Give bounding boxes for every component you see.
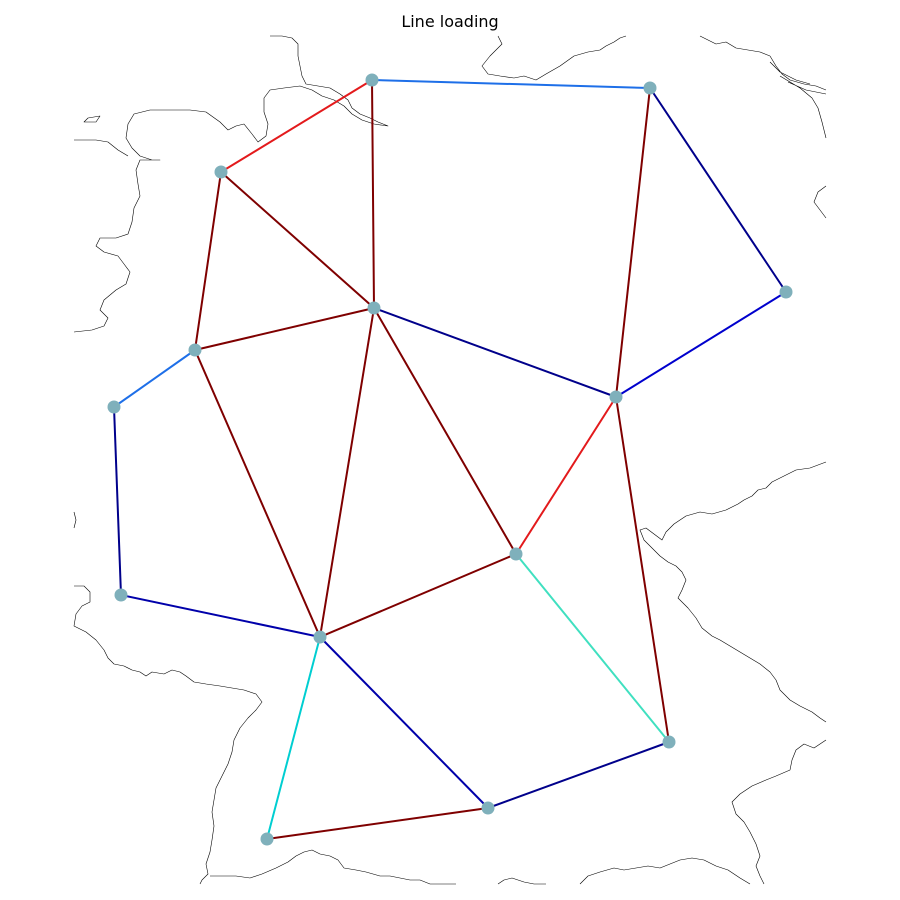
line-b2-b6 [649,87,787,293]
line-b6-b7 [615,291,787,398]
bus-b2 [643,81,657,95]
line-b7-b12 [615,396,670,743]
line-b11-b13 [319,636,489,809]
border-czech [639,461,827,723]
coastline-sweden [699,35,771,57]
line-b4-b7 [373,307,617,398]
border-south-east [497,857,751,885]
transmission-lines [113,79,787,840]
coastline-east-spit [813,185,827,219]
coastline-denmark-west [73,35,389,333]
bus-b12 [662,735,676,749]
line-b8-b9 [113,406,122,596]
coastline-netherlands [74,139,129,157]
border-belgium [73,511,77,529]
line-b10-b12 [515,553,670,743]
coastlines [73,35,827,885]
line-b3-b5 [194,171,222,351]
bus-b1 [365,73,379,87]
bus-b13 [481,801,495,815]
bus-b8 [107,400,121,414]
border-france [73,585,263,885]
line-b4-b11 [319,307,375,638]
line-b5-b11 [194,349,321,638]
line-b3-b4 [220,171,375,309]
bus-b4 [367,301,381,315]
bus-b10 [509,547,523,561]
bus-b11 [313,630,327,644]
map-title: Line loading [401,12,499,31]
buses [107,73,793,846]
bus-b3 [214,165,228,179]
bus-b14 [260,832,274,846]
border-switzerland [210,849,456,885]
bus-b7 [609,390,623,404]
border-austria [731,739,827,885]
line-b11-b14 [266,636,321,840]
coastline-island [83,115,101,123]
bus-b5 [188,343,202,357]
line-b7-b10 [515,396,617,555]
line-b13-b14 [266,807,489,840]
coastline-poland [769,55,827,139]
bus-b6 [779,285,793,299]
bus-b9 [114,588,128,602]
line-b12-b13 [487,741,670,809]
line-b1-b2 [371,79,651,89]
line-b9-b11 [120,594,321,638]
coastline-baltic [481,35,627,81]
line-b1-b4 [371,79,375,309]
line-b10-b11 [319,553,517,638]
line-b2-b7 [615,87,651,398]
line-b1-b3 [220,79,373,173]
line-b4-b5 [194,307,375,351]
line-b4-b10 [373,307,517,555]
line-b5-b8 [113,349,196,408]
